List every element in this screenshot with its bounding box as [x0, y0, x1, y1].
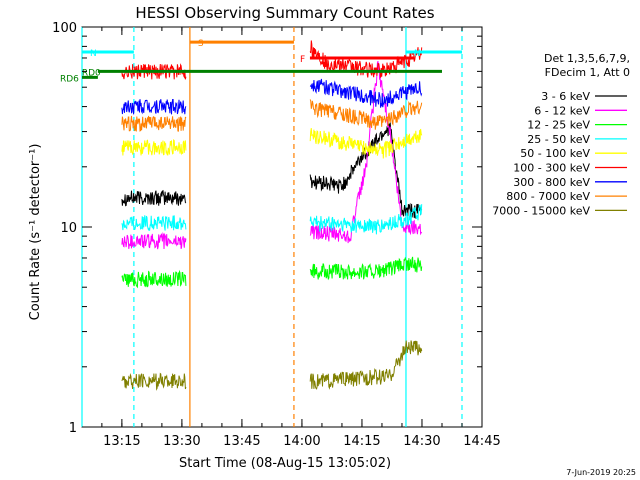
- legend: Det 1,3,5,6,7,9, FDecim 1, Att 0 3 - 6 k…: [492, 52, 630, 217]
- x-tick-label-2: 13:45: [223, 434, 260, 449]
- series-line-6: [121, 78, 423, 115]
- series-line-3: [121, 204, 423, 235]
- series-line-8: [121, 340, 423, 391]
- y-tick-label-0: 1: [69, 421, 77, 436]
- series-line-0: [121, 122, 423, 219]
- annotation-label-2: S: [198, 39, 204, 49]
- legend-header-line1: Det 1,3,5,6,7,9,: [544, 52, 630, 65]
- y-tick-label-1: 10: [60, 221, 77, 236]
- x-axis-label: Start Time (08-Aug-15 13:05:02): [179, 456, 391, 471]
- series-line-7: [121, 99, 423, 132]
- x-tick-label-1: 13:30: [163, 434, 200, 449]
- x-tick-label-0: 13:15: [103, 434, 140, 449]
- chart-title: HESSI Observing Summary Count Rates: [135, 4, 434, 22]
- annotation-label-5: RD6: [60, 74, 79, 84]
- y-axis: 1 10 100: [52, 21, 482, 436]
- annotation-label-1: N: [414, 49, 421, 59]
- legend-label-5: 100 - 300 keV: [513, 162, 590, 175]
- y-tick-label-2: 100: [52, 21, 77, 36]
- x-tick-label-6: 14:45: [463, 434, 500, 449]
- legend-label-2: 12 - 25 keV: [527, 119, 590, 132]
- legend-label-1: 6 - 12 keV: [534, 104, 590, 117]
- annotation-label-0: N: [90, 49, 97, 59]
- series-line-4: [121, 128, 423, 159]
- y-axis-label: Count Rate (s⁻¹ detector⁻¹): [28, 144, 43, 321]
- legend-label-3: 25 - 50 keV: [527, 133, 590, 146]
- x-tick-label-4: 14:15: [343, 434, 380, 449]
- annotation-label-3: F: [300, 55, 305, 65]
- legend-label-7: 800 - 7000 keV: [506, 190, 590, 203]
- annotation-label-4: RD0: [82, 68, 101, 78]
- date-stamp: 7-Jun-2019 20:25: [566, 468, 636, 477]
- x-axis: 13:15 13:30 13:45 14:00 14:15 14:30 14:45: [101, 27, 501, 449]
- legend-label-6: 300 - 800 keV: [513, 176, 590, 189]
- legend-header-line2: FDecim 1, Att 0: [545, 66, 630, 79]
- x-tick-label-3: 14:00: [283, 434, 320, 449]
- series-line-2: [121, 256, 423, 289]
- x-tick-label-5: 14:30: [403, 434, 440, 449]
- legend-label-0: 3 - 6 keV: [541, 90, 590, 103]
- legend-label-8: 7000 - 15000 keV: [492, 204, 590, 217]
- legend-label-4: 50 - 100 keV: [520, 147, 590, 160]
